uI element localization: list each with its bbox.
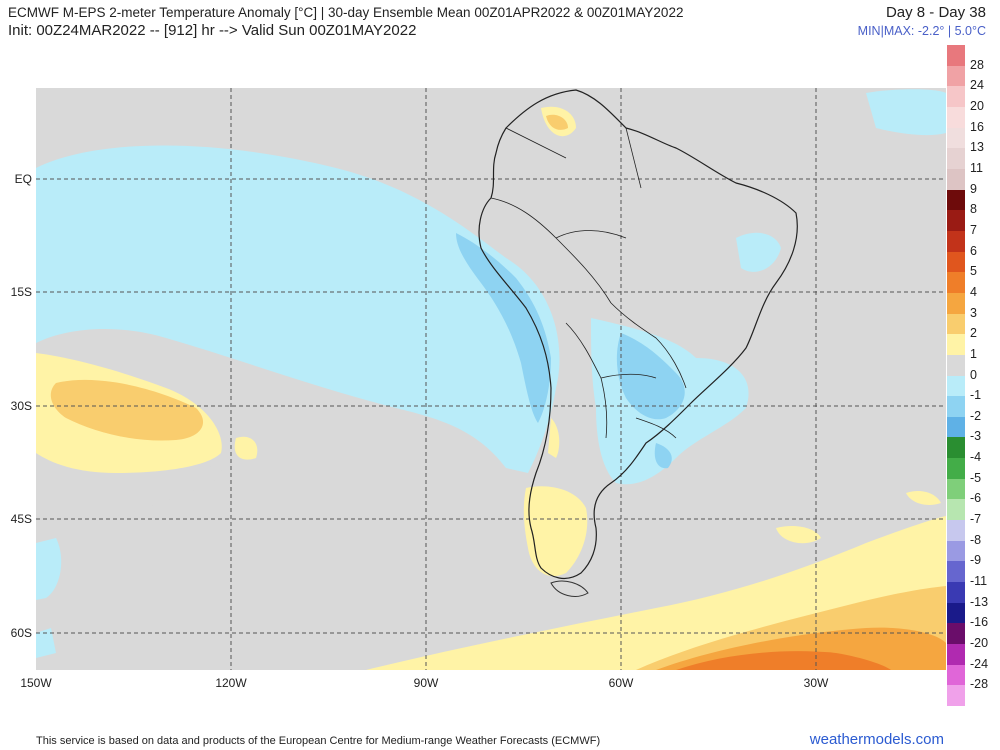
colorbar-label: -4 bbox=[970, 450, 982, 465]
colorbar-cell bbox=[947, 602, 965, 624]
colorbar-label: -7 bbox=[970, 512, 982, 527]
colorbar-cell bbox=[947, 520, 965, 541]
lon-label-60w: 60W bbox=[608, 676, 634, 690]
colorbar-label: -16 bbox=[970, 615, 989, 630]
min-max-readout: MIN|MAX: -2.2° | 5.0°C bbox=[857, 24, 986, 38]
lon-label-30w: 30W bbox=[803, 676, 829, 690]
colorbar-cell bbox=[947, 189, 965, 211]
lon-label-90w: 90W bbox=[413, 676, 439, 690]
colorbar-cell bbox=[947, 437, 965, 459]
colorbar-label: 5 bbox=[970, 264, 977, 279]
lon-label-120w: 120W bbox=[215, 676, 247, 690]
colorbar-cell bbox=[947, 478, 965, 500]
colorbar-label: -24 bbox=[970, 656, 989, 671]
temperature-colorbar bbox=[947, 45, 965, 706]
colorbar-cell bbox=[947, 230, 965, 252]
colorbar-cell bbox=[947, 127, 965, 149]
colorbar-cell bbox=[947, 65, 965, 87]
chart-title: ECMWF M-EPS 2-meter Temperature Anomaly … bbox=[8, 5, 684, 20]
colorbar-cell bbox=[947, 313, 965, 335]
map-canvas bbox=[36, 88, 946, 670]
colorbar-cell bbox=[947, 664, 965, 686]
colorbar-cell bbox=[947, 644, 965, 665]
colorbar-cell bbox=[947, 45, 965, 66]
anomaly-map bbox=[36, 88, 946, 670]
tierra-del-fuego bbox=[550, 580, 589, 597]
colorbar-label: 7 bbox=[970, 222, 977, 237]
colorbar-label: -3 bbox=[970, 429, 982, 444]
colorbar-cell bbox=[947, 458, 965, 479]
strongest-warm-areas bbox=[676, 651, 891, 670]
colorbar-label: 6 bbox=[970, 243, 977, 258]
colorbar-label: 4 bbox=[970, 284, 977, 299]
coastline bbox=[478, 89, 798, 580]
colorbar-label: 0 bbox=[970, 367, 977, 382]
colorbar-cell bbox=[947, 582, 965, 603]
colorbar-cell bbox=[947, 499, 965, 521]
country-borders bbox=[490, 127, 687, 439]
lon-label-150w: 150W bbox=[20, 676, 52, 690]
colorbar-label: -5 bbox=[970, 470, 982, 485]
colorbar-label: -11 bbox=[970, 574, 988, 589]
colorbar-cell bbox=[947, 148, 965, 169]
colorbar-label: 16 bbox=[970, 119, 984, 134]
lat-label-30s: 30S bbox=[10, 399, 32, 413]
colorbar-cell bbox=[947, 292, 965, 314]
colorbar-cell bbox=[947, 540, 965, 562]
colorbar-cell bbox=[947, 106, 965, 128]
colorbar-label: 3 bbox=[970, 305, 977, 320]
colorbar-cell bbox=[947, 251, 965, 273]
colorbar-cell bbox=[947, 168, 965, 190]
colorbar-label: 13 bbox=[970, 140, 984, 155]
colorbar-cell bbox=[947, 623, 965, 645]
colorbar-cell bbox=[947, 210, 965, 231]
colorbar-label: -28 bbox=[970, 677, 989, 692]
site-link[interactable]: weathermodels.com bbox=[809, 731, 944, 748]
lat-label-eq: EQ bbox=[14, 172, 32, 186]
lat-label-60s: 60S bbox=[10, 626, 32, 640]
colorbar-cell bbox=[947, 272, 965, 293]
colorbar-label: -13 bbox=[970, 594, 989, 609]
colorbar-label: 2 bbox=[970, 326, 977, 341]
colorbar-label: -9 bbox=[970, 553, 982, 568]
colorbar-label: 24 bbox=[970, 78, 984, 93]
colorbar-label: 1 bbox=[970, 346, 977, 361]
graticule bbox=[36, 88, 946, 670]
day-range: Day 8 - Day 38 bbox=[885, 4, 986, 21]
ecmwf-disclaimer: This service is based on data and produc… bbox=[36, 735, 601, 747]
colorbar-cell bbox=[947, 416, 965, 438]
colorbar-cell bbox=[947, 685, 965, 706]
colorbar-label: -8 bbox=[970, 532, 982, 547]
colorbar-cell bbox=[947, 375, 965, 397]
init-line: Init: 00Z24MAR2022 -- [912] hr --> Valid… bbox=[8, 22, 417, 39]
colorbar-label: 9 bbox=[970, 181, 977, 196]
colorbar-cell bbox=[947, 354, 965, 376]
colorbar-label: -1 bbox=[970, 388, 982, 403]
colorbar-cell bbox=[947, 86, 965, 107]
colorbar-label: 28 bbox=[970, 57, 984, 72]
colorbar-label: -6 bbox=[970, 491, 982, 506]
colorbar-label: 11 bbox=[970, 160, 983, 175]
colorbar-cell bbox=[947, 334, 965, 355]
lat-label-45s: 45S bbox=[10, 512, 32, 526]
colorbar-label: -2 bbox=[970, 408, 982, 423]
colorbar-label: -20 bbox=[970, 636, 989, 651]
colorbar-label: 20 bbox=[970, 98, 984, 113]
lat-label-15s: 15S bbox=[10, 285, 32, 299]
colorbar-cell bbox=[947, 396, 965, 417]
colorbar-label: 8 bbox=[970, 202, 977, 217]
colorbar-cell bbox=[947, 561, 965, 583]
